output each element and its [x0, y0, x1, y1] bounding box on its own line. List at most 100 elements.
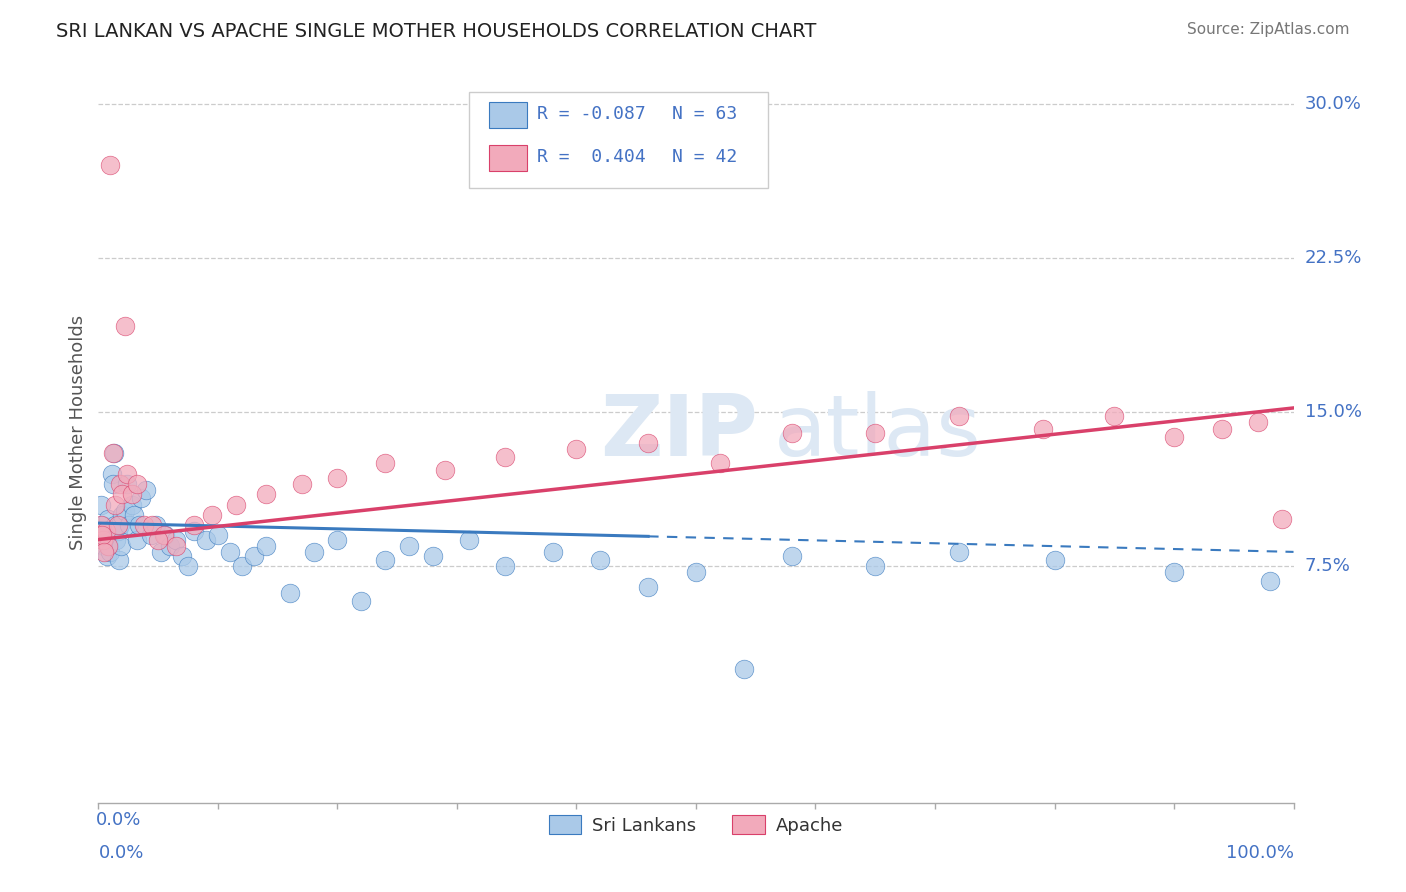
Point	[172, 549, 194, 563]
Point	[1032, 421, 1054, 435]
Point	[108, 518, 131, 533]
Point	[115, 467, 138, 481]
Point	[302, 545, 325, 559]
Point	[91, 518, 114, 533]
Text: R =  0.404: R = 0.404	[537, 148, 645, 166]
Point	[98, 539, 121, 553]
Point	[104, 518, 127, 533]
FancyBboxPatch shape	[489, 103, 527, 128]
Point	[101, 477, 124, 491]
Point	[780, 425, 803, 440]
Point	[153, 528, 176, 542]
Point	[165, 539, 187, 553]
Point	[148, 533, 170, 547]
Point	[139, 528, 162, 542]
Point	[91, 528, 114, 542]
Point	[374, 553, 396, 567]
Y-axis label: Single Mother Households: Single Mother Households	[69, 315, 87, 550]
Point	[159, 539, 181, 553]
Point	[733, 662, 755, 676]
Point	[637, 580, 659, 594]
Point	[107, 518, 129, 533]
Text: atlas: atlas	[773, 391, 981, 475]
Point	[183, 524, 205, 539]
Point	[589, 553, 612, 567]
Point	[780, 549, 803, 563]
Point	[865, 425, 887, 440]
Point	[326, 471, 349, 485]
Point	[1163, 430, 1185, 444]
Point	[111, 508, 134, 522]
Point	[494, 559, 516, 574]
Point	[91, 533, 114, 547]
Point	[93, 539, 115, 553]
Point	[111, 487, 134, 501]
Point	[97, 539, 120, 553]
Point	[93, 545, 115, 559]
Text: N = 42: N = 42	[672, 148, 737, 166]
Point	[104, 498, 127, 512]
Text: 15.0%: 15.0%	[1305, 403, 1361, 421]
Point	[177, 559, 200, 574]
Point	[1247, 415, 1270, 429]
Point	[108, 477, 131, 491]
Point	[149, 545, 172, 559]
Point	[637, 436, 659, 450]
Text: SRI LANKAN VS APACHE SINGLE MOTHER HOUSEHOLDS CORRELATION CHART: SRI LANKAN VS APACHE SINGLE MOTHER HOUSE…	[56, 22, 817, 41]
Point	[103, 446, 125, 460]
Point	[1104, 409, 1126, 424]
Point	[865, 559, 887, 574]
Point	[1258, 574, 1281, 588]
Point	[91, 533, 114, 547]
Point	[165, 533, 187, 547]
Point	[118, 518, 141, 533]
Point	[201, 508, 224, 522]
Point	[398, 539, 420, 553]
Point	[100, 467, 122, 481]
Point	[326, 533, 349, 547]
Point	[115, 477, 138, 491]
Point	[90, 518, 112, 533]
Point	[278, 586, 301, 600]
Point	[195, 533, 218, 547]
Point	[98, 545, 122, 559]
Text: N = 63: N = 63	[672, 105, 737, 123]
Text: 0.0%: 0.0%	[98, 844, 143, 862]
Point	[101, 446, 124, 460]
Text: 0.0%: 0.0%	[96, 811, 142, 829]
Point	[231, 559, 253, 574]
Point	[121, 487, 143, 501]
Point	[219, 545, 242, 559]
Point	[125, 533, 148, 547]
Point	[1271, 512, 1294, 526]
Point	[254, 487, 277, 501]
Text: 30.0%: 30.0%	[1305, 95, 1361, 112]
Point	[97, 512, 120, 526]
Point	[135, 483, 157, 498]
Point	[1043, 553, 1066, 567]
Point	[155, 528, 177, 542]
Point	[225, 498, 247, 512]
Point	[1211, 421, 1233, 435]
Point	[96, 549, 118, 563]
Legend: Sri Lankans, Apache: Sri Lankans, Apache	[541, 808, 851, 842]
Point	[1163, 566, 1185, 580]
FancyBboxPatch shape	[489, 145, 527, 170]
Point	[94, 528, 117, 542]
Point	[565, 442, 588, 456]
Point	[948, 545, 970, 559]
Point	[128, 518, 150, 533]
Point	[685, 566, 707, 580]
Point	[541, 545, 564, 559]
Point	[709, 457, 731, 471]
Point	[458, 533, 481, 547]
Point	[114, 504, 136, 518]
Text: ZIP: ZIP	[600, 391, 758, 475]
Point	[105, 533, 128, 547]
Point	[948, 409, 970, 424]
Point	[183, 518, 205, 533]
Point	[434, 462, 457, 476]
Point	[141, 518, 163, 533]
Point	[124, 508, 146, 522]
Point	[254, 539, 277, 553]
